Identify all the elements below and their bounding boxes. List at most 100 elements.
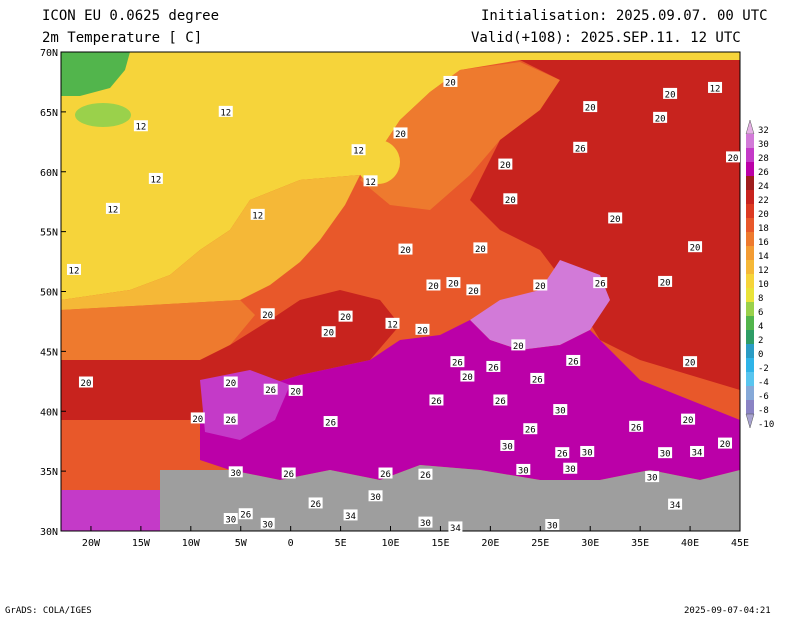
colorbar-swatch (746, 274, 754, 288)
lat-label: 30N (40, 527, 58, 538)
lon-label: 40E (681, 538, 699, 549)
contour-label: 30 (502, 442, 513, 452)
colorbar-label: 32 (758, 126, 769, 136)
contour-label: 12 (220, 108, 231, 118)
contour-label: 20 (610, 215, 621, 225)
lon-label: 25E (531, 538, 549, 549)
contour-label-box (503, 193, 518, 205)
contour-label: 12 (135, 123, 146, 133)
contour-label-box (555, 447, 570, 459)
colorbar-label: -10 (758, 420, 774, 430)
contour-label: 20 (660, 278, 671, 288)
contour-label-box (530, 372, 545, 384)
contour-label: 20 (655, 114, 666, 124)
contour-label-box (583, 101, 598, 113)
contour-label-box (363, 175, 378, 187)
contour-label: 26 (380, 470, 391, 480)
colorbar-label: -8 (758, 406, 769, 416)
contour-label-box (223, 513, 238, 525)
contour-label: 20 (340, 313, 351, 323)
contour-label: 20 (400, 246, 411, 256)
contour-label: 20 (428, 282, 439, 292)
contour-label-box (460, 370, 475, 382)
contour-label-box (688, 241, 703, 253)
contour-label: 12 (252, 211, 263, 221)
contour-label: 30 (647, 474, 658, 484)
contour-label: 30 (225, 516, 236, 526)
contour-label-box (429, 394, 444, 406)
colorbar-swatch (746, 372, 754, 386)
contour-label: 30 (230, 469, 241, 479)
colorbar-label: 20 (758, 210, 769, 220)
zone-iceland (61, 52, 130, 96)
contour-label-box (426, 279, 441, 291)
contour-label: 30 (518, 466, 529, 476)
contour-label: 26 (225, 416, 236, 426)
contour-label-box (486, 360, 501, 372)
lon-label: 15W (132, 538, 151, 549)
contour-label: 20 (262, 311, 273, 321)
contour-label: 20 (395, 130, 406, 140)
latitude-axis: 70N 65N 60N 55N 50N 45N 40N 35N 30N (40, 48, 66, 538)
colorbar-swatch (746, 148, 754, 162)
contour-label: 30 (555, 407, 566, 417)
variable-title: 2m Temperature [ C] (42, 30, 203, 46)
contour-label-box (629, 420, 644, 432)
contour-label: 30 (565, 465, 576, 475)
contour-label: 20 (468, 287, 479, 297)
zone-mediterranean (200, 320, 740, 480)
lat-label: 65N (40, 108, 58, 119)
colorbar-swatch (746, 260, 754, 274)
contour-label: 20 (290, 387, 301, 397)
contour-label: 12 (365, 178, 376, 188)
colorbar-swatch (746, 204, 754, 218)
colorbar-label: 22 (758, 196, 769, 206)
colorbar-label: 28 (758, 154, 769, 164)
contour-label: 26 (452, 359, 463, 369)
contour-label: 26 (265, 386, 276, 396)
contour-label-box (281, 467, 296, 479)
contour-label-box (446, 277, 461, 289)
contour-label-box (343, 509, 358, 521)
colorbar-label: 2 (758, 336, 763, 346)
colorbar-label: 24 (758, 182, 769, 192)
contour-label-box (511, 339, 526, 351)
lat-label: 60N (40, 168, 58, 179)
zone-far-south (61, 490, 160, 531)
contour-label-box (563, 462, 578, 474)
contour-label: 20 (505, 196, 516, 206)
contour-label-box (718, 437, 733, 449)
colorbar-label: -6 (758, 392, 769, 402)
contour-label: 34 (345, 512, 356, 522)
contour-label: 20 (535, 282, 546, 292)
contour-label-box (545, 519, 560, 531)
lon-label: 20E (481, 538, 499, 549)
lon-label: 5W (235, 538, 248, 549)
colorbar-swatch (746, 344, 754, 358)
contour-label-box (493, 394, 508, 406)
contour-label-box (418, 516, 433, 528)
contour-label-box (516, 463, 531, 475)
contour-label: 20 (323, 329, 334, 339)
contour-label-box (385, 317, 400, 329)
contour-label-box (288, 384, 303, 396)
contour-label: 26 (488, 363, 499, 373)
contour-label: 34 (450, 524, 461, 534)
colorbar-swatch (746, 386, 754, 400)
contour-label-box (473, 242, 488, 254)
lon-label: 35E (631, 538, 649, 549)
colorbar-label: 18 (758, 224, 769, 234)
colorbar-swatch (746, 330, 754, 344)
contour-label-box (573, 141, 588, 153)
contour-label: 20 (685, 359, 696, 369)
colorbar-swatch (746, 400, 754, 414)
contour-label: 20 (462, 373, 473, 383)
contour-label-box (260, 517, 275, 529)
zone-iceland-cold (75, 103, 131, 127)
contour-label-box (498, 158, 513, 170)
contour-label-box (533, 279, 548, 291)
contour-label-box (338, 310, 353, 322)
contour-label: 26 (325, 419, 336, 429)
colorbar-label: 12 (758, 266, 769, 276)
